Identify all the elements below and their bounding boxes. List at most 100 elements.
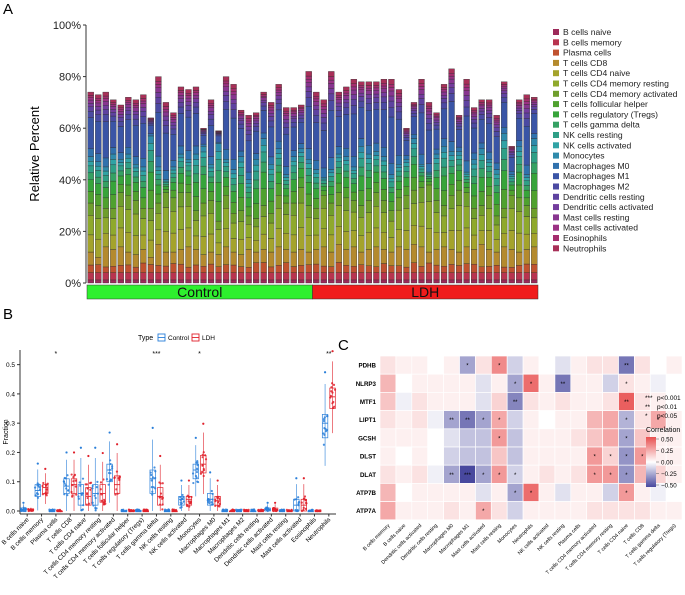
bar-segment [418, 89, 425, 95]
bar-segment [207, 251, 215, 265]
bar-segment [471, 168, 478, 177]
data-point [202, 474, 205, 478]
bar-segment [425, 201, 433, 229]
bar-segment [380, 272, 388, 281]
bar-segment [237, 279, 245, 284]
bar-segment [87, 251, 94, 266]
data-point [322, 443, 325, 446]
bar-segment [185, 101, 192, 106]
bar-segment [463, 246, 470, 264]
bar-segment [493, 224, 500, 240]
bar-segment [102, 174, 109, 182]
bar-segment [268, 126, 275, 158]
bar-segment [471, 116, 478, 120]
bar-segment [260, 95, 267, 98]
outlier-point [36, 462, 39, 465]
bar-segment [140, 158, 147, 168]
data-point [109, 459, 112, 462]
bar-segment [102, 121, 109, 159]
bar-segment [403, 177, 410, 187]
bar-segment [147, 133, 154, 137]
bar-segment [343, 92, 350, 96]
bar-segment [170, 263, 177, 273]
bar-segment [147, 189, 154, 209]
bar-segment [192, 196, 200, 211]
heatmap-cell [411, 392, 429, 411]
bar-segment [185, 89, 192, 94]
bar-segment [87, 161, 94, 167]
bar-segment [192, 210, 200, 221]
data-point [210, 501, 213, 504]
bar-segment [425, 171, 433, 174]
outlier-point [151, 426, 154, 429]
bar-segment [403, 133, 410, 136]
bar-segment [516, 184, 523, 199]
data-point [297, 504, 300, 507]
bar-segment [328, 272, 335, 281]
bar-segment [523, 108, 530, 114]
data-point [132, 509, 135, 512]
data-point [64, 484, 67, 487]
bar-segment [410, 105, 418, 108]
data-point [278, 509, 281, 512]
bar-segment [290, 266, 297, 273]
bar-segment [140, 262, 147, 273]
bar-segment [343, 114, 350, 149]
stacked-bar [155, 76, 162, 284]
heatmap-cell [475, 483, 492, 502]
bar-segment [508, 208, 515, 231]
bar-segment [508, 154, 515, 158]
bar-segment [493, 192, 500, 205]
bar-segment [493, 279, 500, 284]
cell-star: * [641, 455, 644, 461]
heatmap-cell [602, 355, 619, 375]
bar-segment [117, 117, 124, 122]
data-point [196, 461, 199, 464]
heatmap-cell [395, 464, 413, 484]
bar-segment [358, 96, 365, 102]
bar-segment [177, 192, 185, 208]
bar-segment [102, 91, 109, 97]
bar-segment [425, 129, 433, 164]
bar-segment [177, 167, 185, 174]
bar-segment [305, 91, 312, 98]
heatmap-cell [411, 410, 429, 430]
bar-segment [253, 179, 260, 190]
bar-segment [373, 102, 380, 110]
y-tick-label: 0.5 [6, 362, 15, 369]
bar-segment [463, 90, 470, 96]
bar-segment [230, 109, 237, 119]
outlier-point [274, 501, 277, 504]
bar-segment [463, 95, 470, 101]
bar-segment [448, 155, 455, 161]
bar-segment [350, 94, 357, 100]
bar-segment [410, 164, 418, 178]
legend-swatch [553, 101, 559, 108]
cell-star: * [609, 455, 612, 461]
bar-segment [140, 218, 147, 236]
bar-segment [418, 181, 425, 188]
bar-segment [478, 191, 485, 206]
outlier-point [323, 371, 327, 374]
bar-segment [192, 90, 200, 93]
stacked-bar [493, 115, 500, 284]
bar-segment [350, 113, 357, 157]
bar-segment [516, 110, 523, 114]
bar-segment [290, 107, 297, 111]
bar-segment [170, 172, 177, 178]
bar-segment [253, 126, 260, 132]
bar-segment [207, 200, 215, 214]
bar-segment [455, 121, 463, 124]
bar-segment [230, 202, 237, 214]
stacked-bar [395, 89, 403, 284]
bar-segment [328, 169, 335, 174]
heatmap-cell [411, 446, 429, 466]
data-point [45, 488, 48, 491]
heatmap-cell [649, 373, 667, 393]
legend-swatch [553, 224, 559, 231]
legend-label: LDH [202, 335, 215, 342]
cell-star: ** [624, 364, 629, 370]
heatmap-cell [634, 373, 651, 393]
bar-segment [102, 157, 109, 168]
bar-segment [455, 265, 463, 273]
